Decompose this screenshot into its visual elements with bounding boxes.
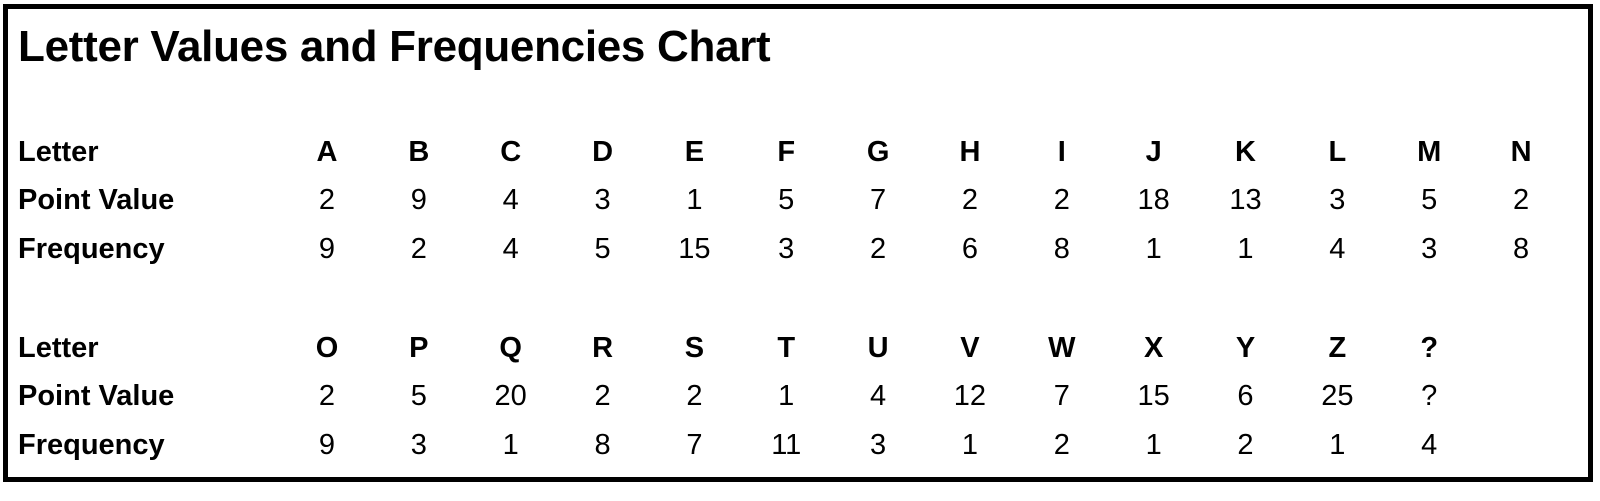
frequency-cell: 2: [1237, 429, 1254, 461]
frequency-cell: 3: [410, 429, 427, 461]
letter-cell: P: [409, 332, 429, 364]
point-value-cell: ?: [1421, 380, 1438, 412]
frequency-cell: 4: [1329, 233, 1346, 265]
frequency-row: Frequency 9 3 1 8 7 11 3 1 2 1 2 1 4: [0, 429, 1600, 463]
frequency-cell: 3: [1421, 233, 1438, 265]
frequency-cell: 2: [410, 233, 427, 265]
point-value-cell: 3: [594, 184, 611, 216]
letter-cell: F: [777, 136, 796, 168]
letter-cell: W: [1048, 332, 1076, 364]
letter-cell: R: [592, 332, 614, 364]
point-value-cell: 5: [410, 380, 427, 412]
letter-cell: M: [1417, 136, 1442, 168]
letter-cell: X: [1143, 332, 1164, 364]
letter-row: Letter A B C D E F G H I J K L M N: [0, 136, 1600, 170]
letter-cell: N: [1510, 136, 1532, 168]
frequency-cell: 1: [961, 429, 978, 461]
point-value-cell: 25: [1321, 380, 1354, 412]
frequency-cell: 9: [318, 429, 336, 461]
point-value-cell: 4: [502, 184, 519, 216]
frequency-cell: 8: [1053, 233, 1070, 265]
chart-frame: [3, 4, 1593, 482]
point-value-cell: 3: [1329, 184, 1346, 216]
row-label: Point Value: [18, 184, 175, 216]
frequency-cell: 1: [1145, 233, 1162, 265]
page-title: Letter Values and Frequencies Chart: [18, 22, 771, 71]
point-value-cell: 2: [318, 380, 336, 412]
letter-cell: A: [316, 136, 338, 168]
letter-cell: L: [1328, 136, 1347, 168]
point-value-cell: 2: [1053, 184, 1070, 216]
frequency-cell: 3: [778, 233, 795, 265]
frequency-cell: 5: [594, 233, 611, 265]
letter-cell: T: [777, 332, 796, 364]
letter-cell: K: [1235, 136, 1256, 168]
row-label: Letter: [18, 332, 99, 364]
letter-cell: J: [1145, 136, 1162, 168]
letter-cell: V: [960, 332, 980, 364]
frequency-cell: 9: [318, 233, 336, 265]
letter-cell: H: [959, 136, 981, 168]
frequency-cell: 15: [678, 233, 711, 265]
frequency-cell: 3: [870, 429, 887, 461]
point-value-cell: 9: [410, 184, 427, 216]
row-label: Point Value: [18, 380, 175, 412]
point-value-cell: 7: [870, 184, 887, 216]
frequency-cell: 8: [594, 429, 611, 461]
letter-row: Letter O P Q R S T U V W X Y Z?: [0, 332, 1600, 366]
point-value-cell: 5: [1421, 184, 1438, 216]
point-value-cell: 2: [318, 184, 336, 216]
letter-cell: ?: [1420, 332, 1439, 364]
point-value-cell: 4: [870, 380, 887, 412]
letter-cell: C: [500, 136, 522, 168]
letter-cell: D: [592, 136, 614, 168]
frequency-row: Frequency 9 2 4 5 15 3 2 6 8 1 1 4 3 8: [0, 233, 1600, 267]
letter-cell: G: [866, 136, 890, 168]
row-label: Letter: [18, 136, 99, 168]
point-value-cell: 15: [1137, 380, 1170, 412]
frequency-cell: 1: [502, 429, 519, 461]
point-value-cell: 5: [778, 184, 795, 216]
frequency-cell: 4: [502, 233, 519, 265]
point-value-cell: 2: [1512, 184, 1530, 216]
point-value-cell: 1: [778, 380, 795, 412]
letter-cell: Q: [499, 332, 522, 364]
point-value-row: Point Value 2 5 20 2 2 1 4 12 7 15 6 25?: [0, 380, 1600, 414]
frequency-cell: 1: [1237, 233, 1254, 265]
point-value-cell: 7: [1053, 380, 1070, 412]
point-value-cell: 2: [594, 380, 611, 412]
frequency-cell: 2: [870, 233, 887, 265]
letter-cell: Z: [1328, 332, 1347, 364]
letter-cell: E: [684, 136, 705, 168]
point-value-cell: 1: [686, 184, 703, 216]
point-value-cell: 20: [494, 380, 527, 412]
point-value-cell: 13: [1229, 184, 1262, 216]
row-label: Frequency: [18, 233, 165, 265]
frequency-cell: 7: [686, 429, 703, 461]
letter-cell: U: [867, 332, 889, 364]
row-label: Frequency: [18, 429, 165, 461]
letter-cell: B: [408, 136, 430, 168]
point-value-cell: 18: [1137, 184, 1170, 216]
frequency-cell: 11: [771, 429, 802, 461]
frequency-cell: 1: [1329, 429, 1346, 461]
point-value-cell: 2: [961, 184, 978, 216]
point-value-cell: 12: [953, 380, 987, 412]
letter-cell: O: [315, 332, 339, 364]
point-value-row: Point Value 2 9 4 3 1 5 7 2 2 18 13 3 5 2: [0, 184, 1600, 218]
point-value-cell: 6: [1237, 380, 1254, 412]
frequency-cell: 6: [961, 233, 978, 265]
frequency-cell: 2: [1053, 429, 1070, 461]
point-value-cell: 2: [686, 380, 703, 412]
frequency-cell: 4: [1421, 429, 1438, 461]
letter-cell: I: [1057, 136, 1066, 168]
frequency-cell: 8: [1512, 233, 1530, 265]
frequency-cell: 1: [1145, 429, 1162, 461]
letter-cell: S: [684, 332, 705, 364]
letter-cell: Y: [1235, 332, 1256, 364]
